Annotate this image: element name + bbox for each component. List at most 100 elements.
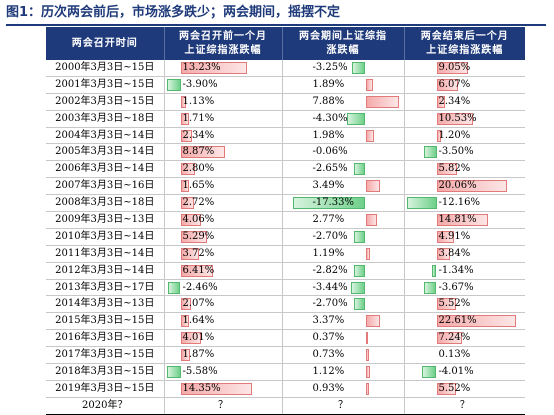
table-row: 2015年3月3日~15日 1.64% 3.37% 22.61% — [46, 312, 525, 331]
databar-cell: 1.13% — [165, 95, 282, 109]
databar-cell: 4.01% — [165, 331, 282, 345]
header-line: 两会结束后一个月 — [420, 30, 509, 42]
databar-cell: 8.87% — [165, 145, 282, 159]
period-cell: 2003年3月3日~18日 — [46, 110, 165, 128]
databar-cell: 2.80% — [165, 162, 282, 176]
databar-cell: 2.07% — [165, 297, 282, 311]
databar-cell: 1.64% — [165, 314, 282, 328]
before-cell: 1.71% — [164, 110, 283, 128]
percent-value: -0.06% — [312, 146, 348, 158]
after-cell: 20.06% — [404, 177, 525, 196]
percent-value: 14.35% — [182, 382, 221, 394]
databar-cell: 2.72% — [165, 196, 282, 210]
period-cell: 2004年3月3日~14日 — [46, 127, 165, 145]
period-cell: 2019年3月3日~15日 — [46, 380, 165, 398]
period-cell: 2000年3月3日~15日 — [46, 60, 165, 77]
after-cell: 5.82% — [404, 160, 525, 179]
percent-value: -2.46% — [182, 281, 218, 293]
databar-cell: 2.77% — [283, 213, 404, 227]
header-row: 两会召开时间 两会召开前一个月 上证综指涨跌幅 两会期间上证综指 涨跌幅 两会结束后… — [46, 27, 525, 60]
after-cell: -3.67% — [404, 279, 526, 297]
databar-cell: -12.16% — [405, 196, 526, 210]
databar-cell: 3.72% — [165, 247, 282, 261]
positive-databar — [180, 180, 189, 193]
percent-value: 2.77% — [312, 213, 345, 225]
after-cell: 0.13% — [404, 346, 525, 365]
databar-cell: 0.37% — [283, 331, 404, 345]
figure-title: 图1：历次两会前后，市场涨多跌少；两会期间，摇摆不定 — [6, 5, 341, 20]
table-row: 2001年3月3日~15日 -3.90% 1.89% 6.07% — [46, 76, 525, 94]
header-line: 两会期间上证综指 — [299, 30, 387, 42]
percent-value: -3.90% — [182, 78, 218, 90]
positive-databar — [180, 163, 195, 176]
positive-databar — [436, 382, 456, 395]
positive-databar — [436, 230, 454, 243]
percent-value: 5.52% — [438, 298, 471, 310]
before-cell: 1.65% — [164, 177, 283, 196]
positive-databar — [365, 349, 369, 362]
percent-value: 20.06% — [438, 180, 477, 192]
table-body: 2000年3月3日~15日 13.23% -3.25% 9.05% 2001年3月3日~… — [46, 60, 526, 415]
databar-cell: 5.29% — [165, 230, 282, 244]
databar-cell: 5.52% — [405, 382, 526, 396]
before-cell: 14.35% — [164, 380, 283, 398]
percent-value: 22.61% — [438, 315, 477, 327]
before-cell: 1.87% — [164, 346, 283, 365]
percent-value: 2.34% — [438, 95, 471, 107]
positive-databar — [365, 315, 380, 328]
positive-databar — [180, 112, 190, 125]
negative-databar — [354, 298, 366, 311]
table-row: 2005年3月3日~14日 8.87% -0.06% -3.50% — [46, 143, 525, 162]
during-cell: -2.70% — [282, 228, 405, 246]
databar-cell: -3.67% — [405, 281, 526, 295]
percent-value: 2.72% — [182, 197, 215, 209]
before-cell: 2.34% — [164, 127, 283, 145]
positive-databar — [436, 213, 489, 226]
percent-value: 13.23% — [182, 61, 221, 73]
before-cell: 13.23% — [164, 60, 283, 77]
databar-cell: -2.82% — [283, 264, 404, 278]
table-row: 2010年3月3日~14日 5.29% -2.70% 4.91% — [46, 228, 526, 246]
during-cell: -17.33% — [282, 194, 405, 213]
positive-databar — [436, 78, 458, 91]
percent-value: 7.88% — [312, 95, 345, 107]
table-row: 2009年3月3日~13日 4.06% 2.77% 14.81% — [46, 211, 525, 229]
percent-value: 2.34% — [182, 129, 215, 141]
positive-databar — [365, 247, 371, 260]
percent-value: 1.20% — [438, 129, 471, 141]
percent-value: 2.80% — [182, 163, 215, 175]
percent-value: 1.13% — [182, 95, 215, 107]
table-row: 2000年3月3日~15日 13.23% -3.25% 9.05% — [46, 60, 525, 77]
negative-databar — [166, 365, 181, 378]
after-cell: 3.84% — [404, 245, 525, 263]
before-cell: 5.29% — [164, 228, 283, 246]
during-cell: 1.19% — [282, 245, 405, 263]
during-cell: 0.37% — [282, 329, 405, 348]
databar-cell: 4.91% — [405, 230, 526, 244]
during-cell: 1.98% — [282, 127, 405, 145]
period-cell: 2016年3月3日~16日 — [46, 329, 165, 348]
period-cell: 2008年3月3日~18日 — [46, 194, 165, 213]
before-cell: 4.06% — [164, 211, 283, 229]
databar-cell: 0.73% — [283, 348, 404, 362]
period-cell: 2018年3月3日~15日 — [46, 363, 165, 381]
table-row: 2006年3月3日~14日 2.80% -2.65% 5.82% — [46, 160, 525, 179]
databar-cell: -1.34% — [405, 264, 526, 278]
positive-databar — [180, 298, 191, 311]
during-cell: -2.70% — [282, 295, 405, 314]
title-underline — [6, 24, 546, 26]
negative-databar — [353, 264, 366, 277]
databar-cell: 1.89% — [283, 78, 404, 92]
before-cell: 1.13% — [164, 93, 283, 111]
header-line: 上证综指涨跌幅 — [426, 44, 504, 56]
percent-value: -3.50% — [438, 146, 474, 158]
after-cell: -3.50% — [404, 143, 525, 162]
during-cell: -0.06% — [282, 143, 405, 162]
databar-cell: -17.33% — [283, 196, 404, 210]
during-cell: -2.82% — [282, 262, 405, 280]
percent-value: 3.49% — [312, 180, 345, 192]
before-cell: 1.64% — [164, 312, 283, 331]
positive-databar — [180, 382, 253, 395]
percent-value: 4.01% — [182, 332, 215, 344]
before-cell: 2.80% — [164, 160, 283, 179]
